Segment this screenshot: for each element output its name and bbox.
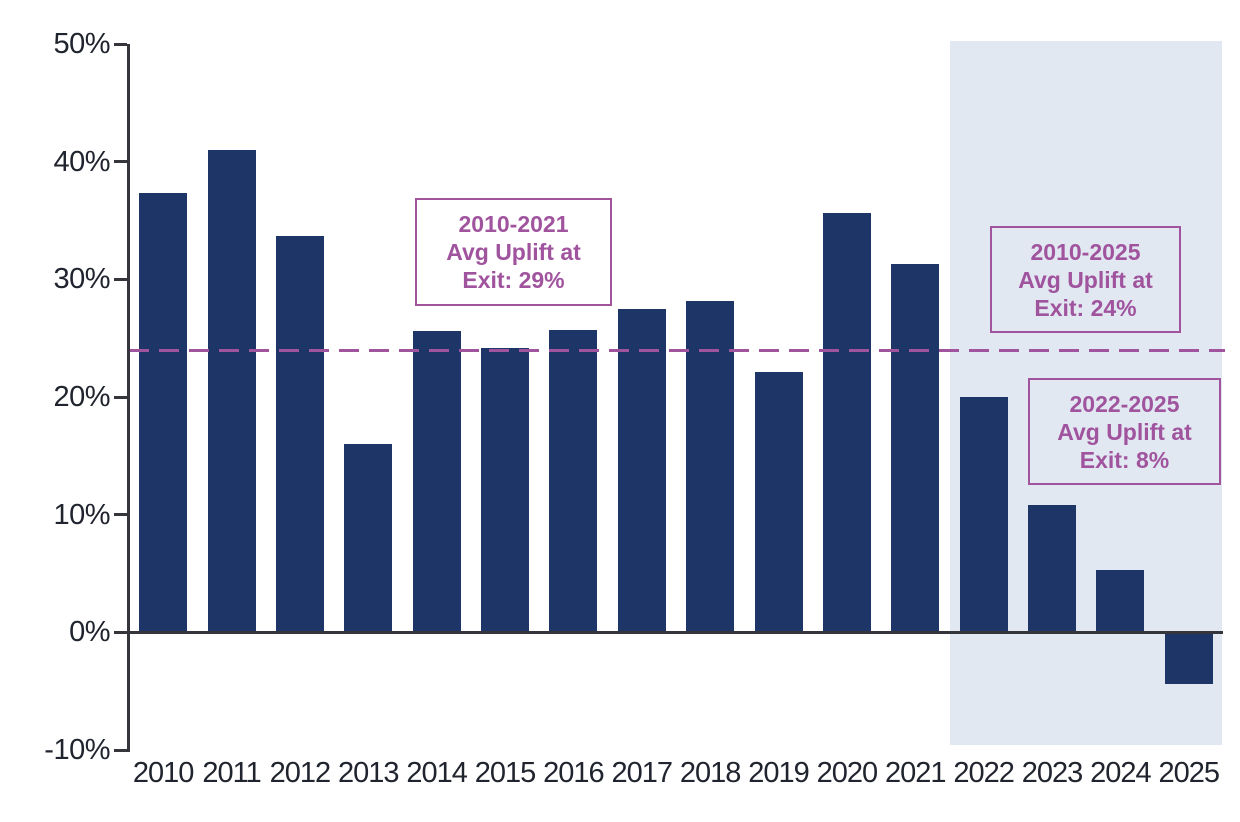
annotation-line: Avg Uplift at bbox=[1018, 266, 1153, 293]
annotation-line: Avg Uplift at bbox=[446, 239, 581, 265]
x-tick-label-2014: 2014 bbox=[406, 757, 468, 789]
bar-2011 bbox=[207, 149, 256, 633]
y-tick-label--10: -10% bbox=[44, 734, 110, 766]
annotation-line: Exit: 24% bbox=[1034, 294, 1137, 321]
annotation-line: Avg Uplift at bbox=[1057, 418, 1192, 445]
x-tick-label-2023: 2023 bbox=[1021, 757, 1084, 789]
x-tick-label-2011: 2011 bbox=[202, 757, 261, 789]
y-tick-50 bbox=[114, 42, 127, 46]
bar-2022 bbox=[959, 397, 1008, 633]
bar-2010 bbox=[139, 193, 188, 633]
x-tick-label-2025: 2025 bbox=[1158, 757, 1221, 789]
y-tick-label-30: 30% bbox=[53, 263, 110, 296]
annotation-box-2010-2025: 2010-2025 Avg Uplift at Exit: 24% bbox=[990, 226, 1181, 333]
y-tick--10 bbox=[114, 748, 127, 752]
y-tick-0 bbox=[114, 630, 127, 634]
x-tick-label-2010: 2010 bbox=[132, 757, 195, 789]
bar-2012 bbox=[275, 235, 324, 633]
x-tick-label-2018: 2018 bbox=[679, 757, 742, 789]
bar-2020 bbox=[822, 213, 871, 633]
bar-2016 bbox=[549, 329, 598, 633]
annotation-box-2022-2025: 2022-2025 Avg Uplift at Exit: 8% bbox=[1028, 378, 1221, 485]
bar-2014 bbox=[412, 331, 461, 633]
x-tick-label-2022: 2022 bbox=[953, 757, 1015, 789]
bar-2019 bbox=[754, 372, 803, 633]
annotation-box-2010-2021: 2010-2021 Avg Uplift at Exit: 29% bbox=[415, 198, 612, 306]
x-tick-label-2012: 2012 bbox=[269, 757, 332, 789]
bar-2023 bbox=[1028, 505, 1077, 633]
y-axis-line bbox=[127, 44, 130, 752]
y-tick-30 bbox=[114, 277, 127, 281]
bar-2025 bbox=[1164, 632, 1213, 685]
bar-2024 bbox=[1096, 569, 1145, 633]
y-tick-label-10: 10% bbox=[53, 498, 110, 531]
y-tick-10 bbox=[114, 513, 127, 517]
bar-2021 bbox=[891, 264, 940, 633]
annotation-line: 2010-2021 bbox=[458, 211, 569, 237]
x-tick-label-2020: 2020 bbox=[816, 757, 879, 789]
average-uplift-dashed-line bbox=[129, 348, 1225, 352]
bar-2018 bbox=[686, 300, 735, 633]
y-tick-20 bbox=[114, 395, 127, 399]
y-tick-40 bbox=[114, 160, 127, 164]
y-tick-label-50: 50% bbox=[53, 28, 110, 60]
x-tick-label-2019: 2019 bbox=[748, 757, 810, 789]
x-tick-label-2021: 2021 bbox=[885, 757, 947, 789]
y-tick-label-40: 40% bbox=[53, 145, 110, 178]
bar-2017 bbox=[617, 308, 666, 633]
annotation-line: 2022-2025 bbox=[1069, 390, 1180, 417]
annotation-line: Exit: 29% bbox=[462, 267, 565, 293]
annotation-line: Exit: 8% bbox=[1079, 446, 1170, 473]
x-tick-label-2015: 2015 bbox=[474, 757, 537, 789]
bar-2013 bbox=[344, 444, 393, 633]
annotation-line: 2010-2025 bbox=[1030, 238, 1141, 265]
x-tick-label-2017: 2017 bbox=[611, 757, 674, 789]
x-tick-label-2016: 2016 bbox=[543, 757, 605, 789]
x-tick-label-2024: 2024 bbox=[1090, 757, 1152, 789]
x-tick-label-2013: 2013 bbox=[338, 757, 400, 789]
bar-2015 bbox=[481, 347, 530, 633]
y-tick-label-20: 20% bbox=[53, 381, 110, 413]
y-tick-label-0: 0% bbox=[69, 616, 110, 649]
x-axis-zero-line bbox=[129, 630, 1223, 634]
